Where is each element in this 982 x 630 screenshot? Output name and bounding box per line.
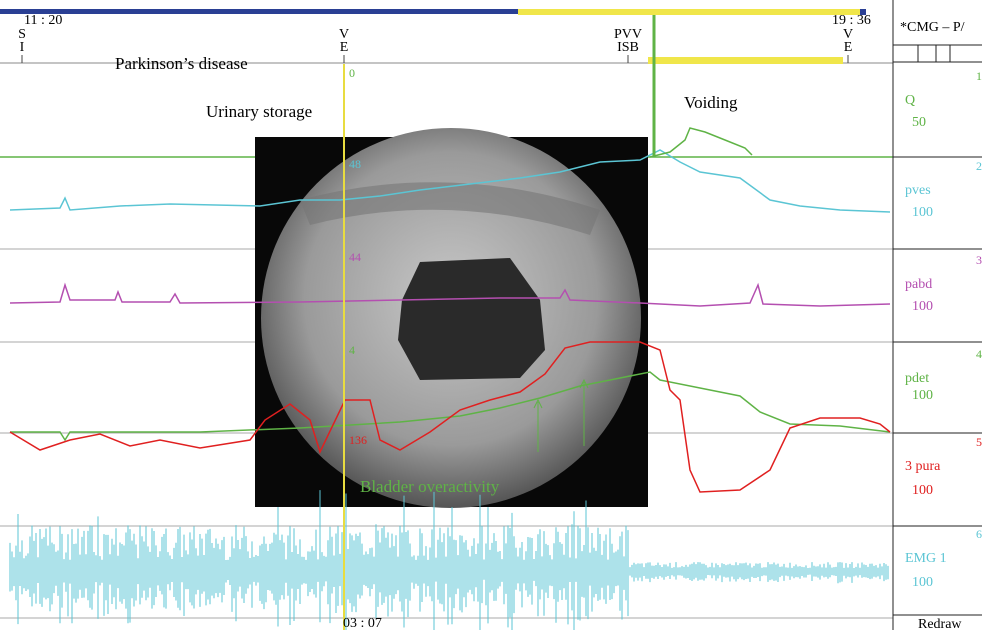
emg-trace <box>9 490 889 630</box>
pabd-trace <box>9 282 891 307</box>
channel-scale: 100 <box>912 575 933 590</box>
marker-bottom: E <box>340 40 349 55</box>
timeline-bar <box>518 9 860 15</box>
fluoroscopy-image <box>255 128 648 508</box>
panel-grid <box>893 44 982 616</box>
marker-bottom: ISB <box>617 40 639 55</box>
start-time: 11 : 20 <box>24 13 62 28</box>
channel-scale: 100 <box>912 299 933 314</box>
marker-top: PVV <box>614 27 642 42</box>
cursor-value: 136 <box>349 433 367 447</box>
channel-name: Q <box>905 93 915 108</box>
channel-index: 1 <box>976 69 982 83</box>
annotation: Bladder overactivity <box>360 477 500 496</box>
cursor-value: 0 <box>349 66 355 80</box>
marker-ticks <box>21 55 849 63</box>
redraw-button[interactable]: Redraw <box>918 617 962 630</box>
emg-waveform <box>9 490 889 630</box>
channel-scale: 100 <box>912 483 933 498</box>
annotation: Voiding <box>684 93 738 112</box>
cursor-value: 48 <box>349 157 361 171</box>
voiding-bar <box>648 57 843 64</box>
timeline-bar <box>860 9 866 15</box>
annotation: Urinary storage <box>206 102 312 121</box>
cursor-value: 44 <box>349 250 361 264</box>
marker-top: V <box>843 27 853 42</box>
channel-index: 4 <box>976 347 982 361</box>
channel-index: 5 <box>976 435 982 449</box>
marker-bottom: E <box>844 40 853 55</box>
q-trace <box>649 127 753 158</box>
channel-name: pabd <box>905 277 932 292</box>
channel-index: 3 <box>976 253 982 267</box>
marker-top: V <box>339 27 349 42</box>
marker-bottom: I <box>20 40 25 55</box>
pves-trace <box>9 149 891 213</box>
annotation: Parkinson’s disease <box>115 54 248 73</box>
cursor-time: 03 : 07 <box>343 616 382 630</box>
timeline-bar <box>0 9 518 14</box>
channel-scale: 50 <box>912 115 926 130</box>
marker-top: S <box>18 27 26 42</box>
channel-name: 3 pura <box>905 459 941 474</box>
overactivity-arrows <box>533 378 589 452</box>
channel-scale: 100 <box>912 388 933 403</box>
channel-name: pdet <box>905 371 929 386</box>
panel-title: *CMG – P/ <box>900 20 965 35</box>
channel-scale: 100 <box>912 205 933 220</box>
pura-trace <box>9 341 891 493</box>
channel-name: EMG 1 <box>905 551 947 566</box>
pdet-trace <box>10 371 891 442</box>
end-time: 19 : 36 <box>832 13 871 28</box>
channel-index: 6 <box>976 527 982 541</box>
channel-name: pves <box>905 183 931 198</box>
channel-index: 2 <box>976 159 982 173</box>
cursor-value: 4 <box>349 343 355 357</box>
